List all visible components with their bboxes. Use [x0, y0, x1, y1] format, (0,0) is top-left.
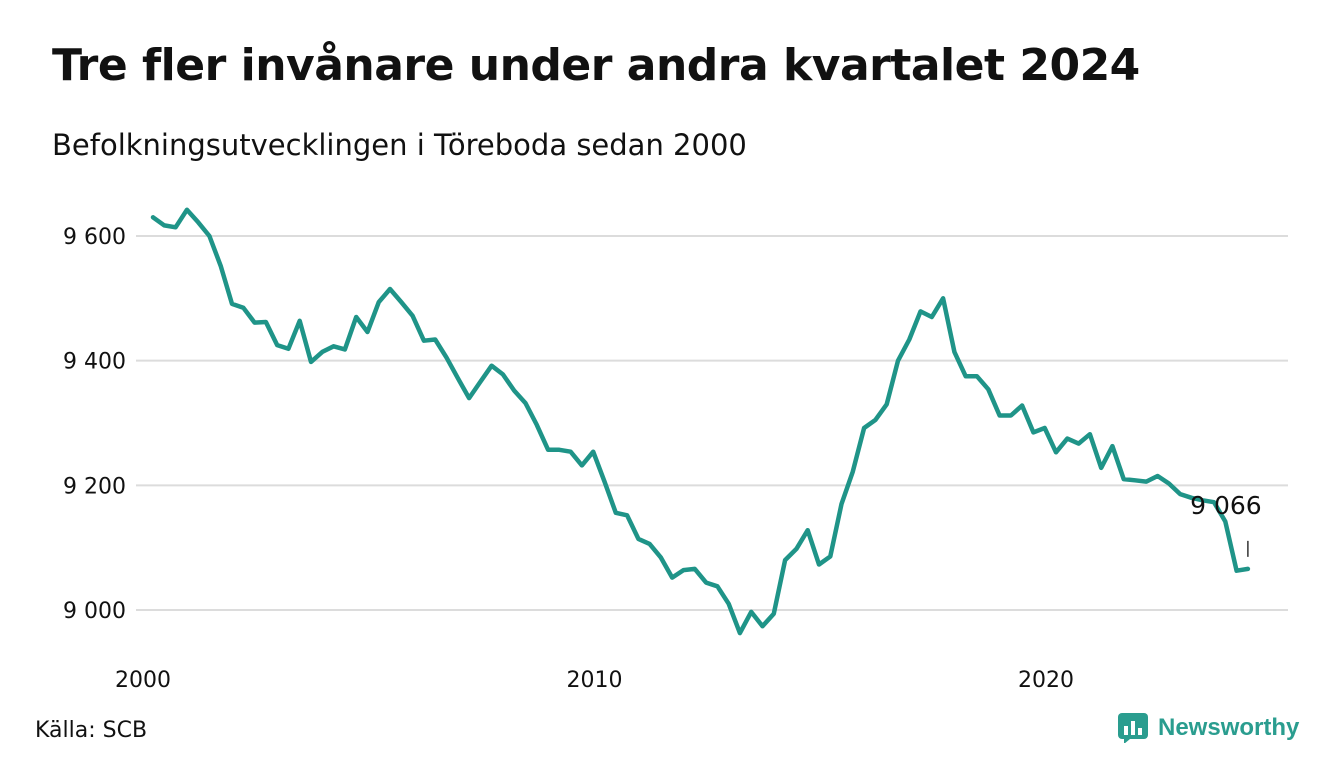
chart-title: Tre fler invånare under andra kvartalet … — [52, 40, 1140, 91]
source-note: Källa: SCB — [35, 718, 148, 743]
population-line — [150, 207, 1251, 636]
y-tick-label: 9 400 — [63, 350, 126, 375]
end-value-label: 9 066 — [1190, 491, 1262, 520]
x-axis-ticks: 2000 2010 2020 — [115, 668, 1074, 693]
x-tick-label: 2020 — [1018, 668, 1074, 693]
y-tick-label: 9 200 — [63, 474, 126, 499]
y-tick-label: 9 000 — [63, 599, 126, 624]
y-tick-label: 9 600 — [63, 225, 126, 250]
y-axis-ticks: 9 000 9 200 9 400 9 600 — [63, 225, 126, 624]
line-chart: 9 000 9 200 9 400 9 600 2000 2010 2020 9 066 — [63, 207, 1288, 693]
newsworthy-logo: Newsworthy — [1118, 713, 1299, 743]
gridlines — [136, 235, 1288, 611]
brand-name: Newsworthy — [1158, 714, 1300, 741]
x-tick-label: 2000 — [115, 668, 171, 693]
bar-chart-icon — [1118, 713, 1148, 743]
end-value-annotation: 9 066 — [1190, 491, 1262, 557]
x-tick-label: 2010 — [567, 668, 623, 693]
chart-subtitle: Befolkningsutvecklingen i Töreboda sedan… — [52, 128, 747, 162]
